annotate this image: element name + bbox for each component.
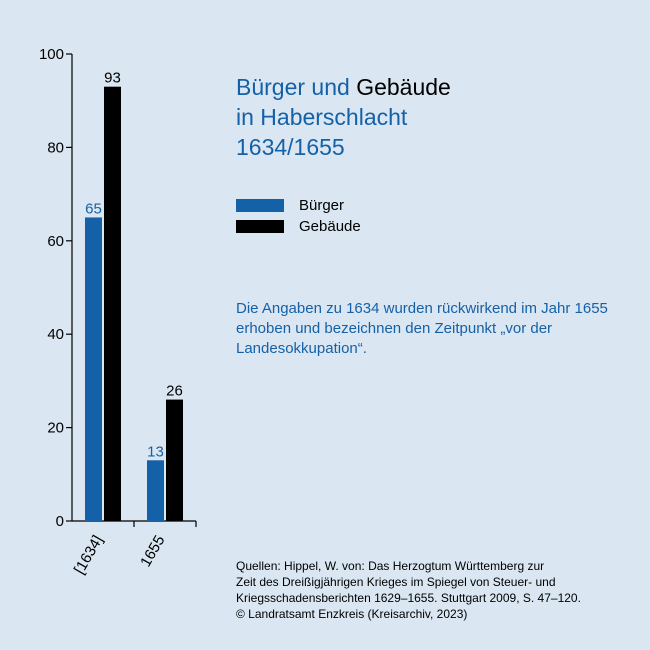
title-line-place: in Haberschlacht [236, 104, 408, 130]
legend-swatch-gebaeude [236, 219, 284, 233]
legend-item-gebaeude: Gebäude [236, 216, 361, 236]
sources-text: Quellen: Hippel, W. von: Das Herzogtum W… [236, 558, 641, 622]
y-tick-label: 60 [47, 233, 64, 250]
sources-line: Kriegsschadensberichten 1629–1655. Stutt… [236, 591, 581, 605]
x-category-label: [1634] [71, 533, 107, 578]
bar-value-label: 26 [166, 383, 183, 400]
y-tick-label: 20 [47, 420, 64, 437]
title-part-buerger: Bürger und [236, 74, 357, 100]
legend-label-gebaeude: Gebäude [299, 217, 361, 235]
bar [166, 399, 183, 521]
explanatory-note: Die Angaben zu 1634 wurden rückwirkend i… [236, 300, 608, 357]
legend-label-buerger: Bürger [299, 196, 345, 214]
title-line-years: 1634/1655 [236, 134, 345, 160]
bar [147, 460, 164, 521]
title-part-gebaeude: Gebäude [356, 74, 451, 100]
bar [104, 86, 121, 521]
bar-value-label: 93 [104, 70, 121, 87]
legend-swatch-buerger [236, 198, 284, 212]
legend: Bürger Gebäude [236, 195, 361, 237]
copyright-line: © Landratsamt Enzkreis (Kreisarchiv, 202… [236, 607, 468, 621]
y-tick-label: 100 [39, 46, 64, 63]
bar-value-label: 13 [147, 443, 164, 460]
chart-title: Bürger und Gebäude in Haberschlacht 1634… [236, 72, 451, 162]
x-category-label: 1655 [137, 533, 168, 570]
y-tick-label: 80 [47, 139, 64, 156]
y-tick-label: 40 [47, 326, 64, 343]
legend-item-buerger: Bürger [236, 195, 361, 215]
bar-value-label: 65 [85, 200, 102, 217]
bar [85, 217, 102, 521]
y-tick-label: 0 [56, 513, 64, 530]
sources-line: Zeit des Dreißigjährigen Krieges im Spie… [236, 575, 556, 589]
sources-line: Quellen: Hippel, W. von: Das Herzogtum W… [236, 559, 545, 573]
